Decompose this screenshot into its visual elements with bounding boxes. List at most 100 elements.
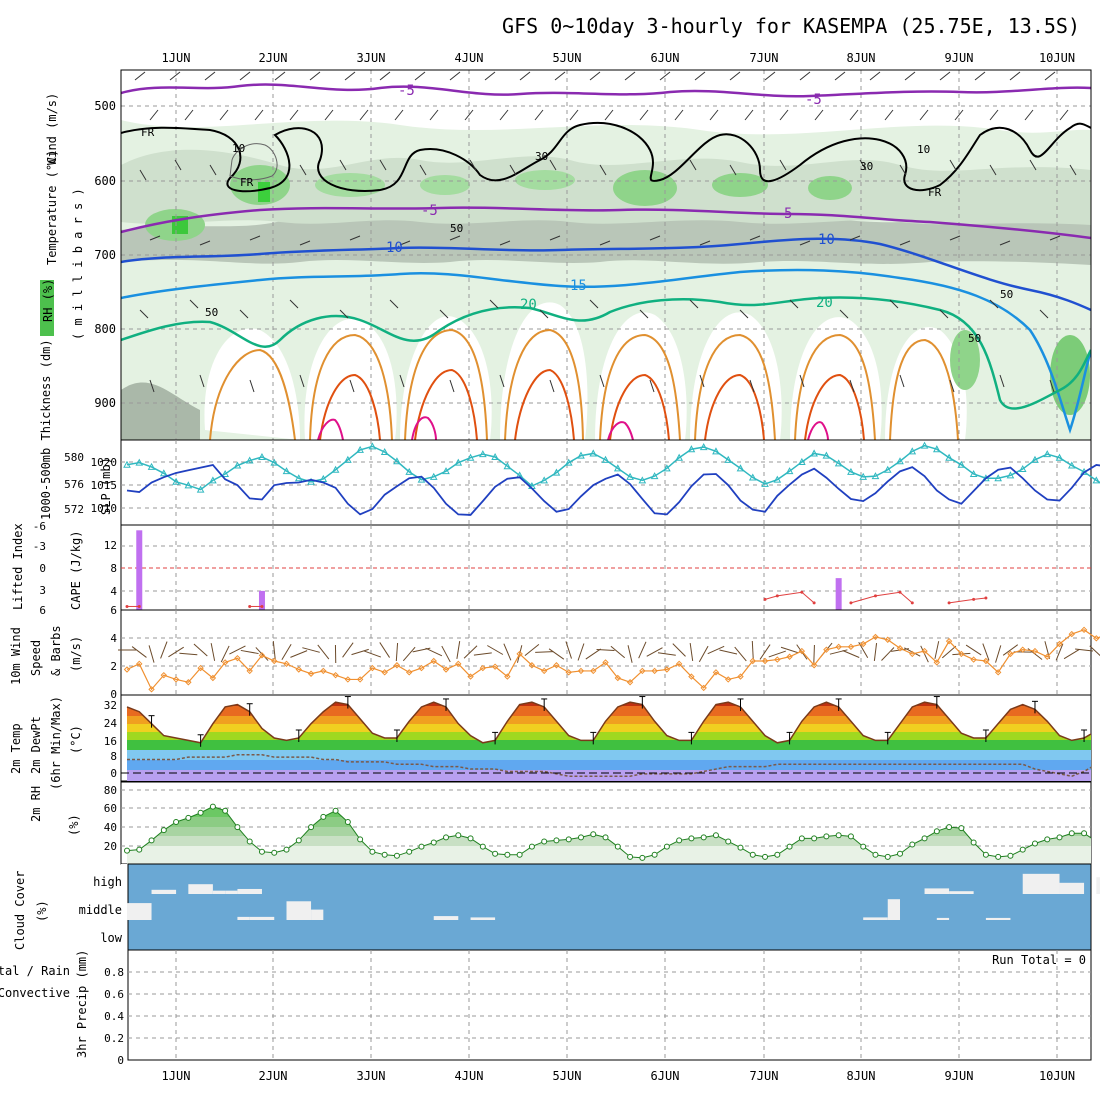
top-day-label-10: 10JUN: [1039, 51, 1075, 65]
rh-point: [909, 841, 916, 848]
lifted-index-point: [260, 604, 264, 608]
rh-point: [884, 853, 891, 860]
top-day-label-6: 6JUN: [651, 51, 680, 65]
wind-speed-point: [172, 676, 180, 683]
rh-point: [774, 851, 781, 858]
wind-speed-point: [945, 637, 953, 645]
thickness-point: [552, 468, 561, 476]
wind-speed-point: [663, 666, 671, 673]
thickness-point: [859, 472, 868, 480]
lifted-index-point: [800, 590, 804, 594]
rh-point: [946, 824, 953, 831]
wind-speed-point: [221, 659, 229, 666]
wind-speed-point: [283, 660, 290, 668]
temp-minmax-whiskers: [148, 696, 1088, 747]
wind-speed-point: [258, 652, 266, 659]
cloud-high-block: [924, 888, 950, 894]
wind-barb: [425, 647, 443, 657]
rh2m-panel: 80 60 40 20 2m RH (%): [29, 781, 1092, 865]
thickness-point: [687, 445, 696, 453]
wind-barb: [148, 645, 155, 663]
wind-speed-point: [295, 666, 302, 673]
wind-speed-point: [406, 669, 413, 676]
bottom-day-label-10: 10JUN: [1039, 1069, 1075, 1083]
top-day-label-5: 5JUN: [553, 51, 582, 65]
slp-tick-1015: 1015: [91, 479, 118, 492]
wind-barb: [585, 648, 602, 660]
wind-speed-point: [749, 657, 756, 665]
precip-tick-0.2: 0.2: [104, 1032, 124, 1045]
rh-point: [921, 835, 928, 842]
pressure-axis: 500 600 700 800 900: [94, 99, 116, 410]
cape-bars: [136, 530, 842, 610]
wind-barb: [402, 646, 416, 662]
rh-green-patch-7: [712, 173, 768, 197]
wind-barb: [395, 642, 399, 662]
wind-barb: [881, 647, 895, 661]
rh-ylabel-2: (%): [67, 814, 81, 836]
wind-barb: [548, 648, 565, 660]
wind-speed-point: [786, 653, 793, 660]
thickness-point: [184, 481, 193, 489]
thickness-ylabel: 1000-500mb Thickness (dm): [39, 339, 53, 520]
lifted-index-point: [972, 597, 976, 601]
li-tick-0: 0: [39, 562, 46, 575]
rh-point: [700, 834, 707, 841]
lifted-index-point: [775, 594, 779, 598]
isotherm-minus5-top: [121, 83, 1091, 98]
cloud-middle-block: [887, 899, 901, 920]
rh-ylabel-1: 2m RH: [29, 786, 43, 822]
wind-barb: [160, 641, 168, 659]
wind-speed-point: [958, 650, 965, 658]
wind-speed-point: [725, 676, 732, 683]
thickness-point: [969, 469, 978, 477]
thickness-point: [196, 485, 205, 493]
slp-line: [126, 463, 1100, 516]
upper-ylabel-wind: Wind (m/s): [45, 93, 59, 165]
wind-speed-point: [823, 646, 830, 653]
wind-barb: [317, 644, 330, 660]
cape-bar: [136, 530, 143, 610]
precip-tick-0.4: 0.4: [104, 1010, 124, 1023]
rh-green-patch-5: [515, 170, 575, 190]
cloud-ylabel-2: (%): [35, 900, 49, 922]
rh2m-line: [126, 806, 1091, 859]
rh-point: [455, 832, 462, 839]
temp-ylabel-2: 2m DewPt: [29, 716, 43, 774]
wind-speed-point: [933, 659, 941, 666]
isotherm-30-b: [319, 373, 381, 440]
cape-grid: [121, 525, 1091, 610]
rh-label-50-c: 50: [1000, 288, 1013, 301]
wind-speed-point: [491, 663, 499, 670]
wind10m-speed-line: [126, 629, 1100, 691]
freezing-label-b: FR: [240, 176, 254, 189]
wind-barb: [638, 641, 647, 659]
wind-speed-point: [467, 673, 474, 680]
isotherm-30-f: [704, 373, 765, 440]
thickness-point: [172, 477, 180, 485]
thickness-point: [123, 460, 131, 468]
wind-speed-point: [970, 656, 977, 663]
thickness-point: [221, 469, 230, 477]
rh-point: [577, 834, 584, 841]
isotherm-30-e: [609, 373, 670, 440]
rh-point: [271, 849, 278, 856]
li-tick-3: 3: [39, 584, 46, 597]
thickness-point: [1055, 453, 1064, 461]
upper-ylabel-rh: RH (%): [41, 279, 55, 322]
isotherm-20: [121, 296, 1091, 410]
upper-grid: [121, 70, 1091, 440]
thickness-point: [380, 447, 389, 456]
cloud-high-block: [212, 890, 226, 894]
wind-speed-point: [504, 673, 511, 680]
bottom-day-label-9: 9JUN: [945, 1069, 974, 1083]
thickness-slp-panel: 580 576 572 1020 1015 1010 1000-500mb Th…: [39, 339, 1100, 526]
rh-point: [811, 835, 818, 842]
wind-speed-point: [712, 669, 720, 676]
rh-label-50-b: 50: [205, 306, 218, 319]
cloud-middle-block: [286, 901, 312, 920]
li-tick-minus6: -6: [33, 520, 46, 533]
thickness-point: [466, 453, 475, 461]
li-ylabel: Lifted Index: [11, 523, 25, 610]
upper-ylabel-millibars: ( m i l l i b a r s ): [71, 188, 85, 340]
